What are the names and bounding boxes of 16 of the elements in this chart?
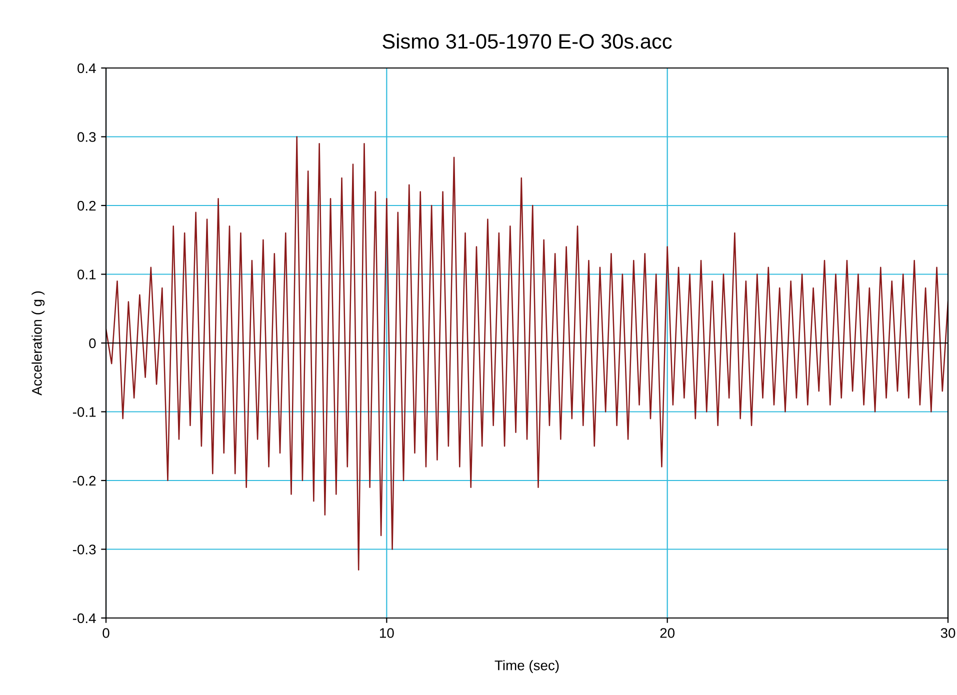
x-tick-label: 30 bbox=[940, 628, 956, 638]
y-tick-label: -0.1 bbox=[72, 407, 96, 417]
y-tick-label: -0.2 bbox=[72, 476, 96, 486]
y-tick-label: 0.4 bbox=[78, 63, 96, 74]
x-tick-label: 20 bbox=[660, 628, 675, 638]
y-tick-label: -0.4 bbox=[72, 613, 96, 624]
y-tick-label: 0.3 bbox=[78, 132, 96, 142]
y-tick-label: 0 bbox=[89, 338, 96, 348]
x-tick-label: 10 bbox=[380, 628, 394, 638]
y-axis-title: Acceleration ( g ) bbox=[32, 291, 45, 396]
y-tick-label: 0.2 bbox=[78, 200, 96, 211]
y-tick-label: -0.3 bbox=[72, 544, 96, 554]
x-tick-label: 0 bbox=[102, 628, 110, 638]
chart-title: Sismo 31-05-1970 E-O 30s.acc bbox=[382, 33, 672, 49]
x-axis-title: Time (sec) bbox=[494, 660, 559, 674]
y-tick-label: 0.1 bbox=[78, 270, 96, 280]
